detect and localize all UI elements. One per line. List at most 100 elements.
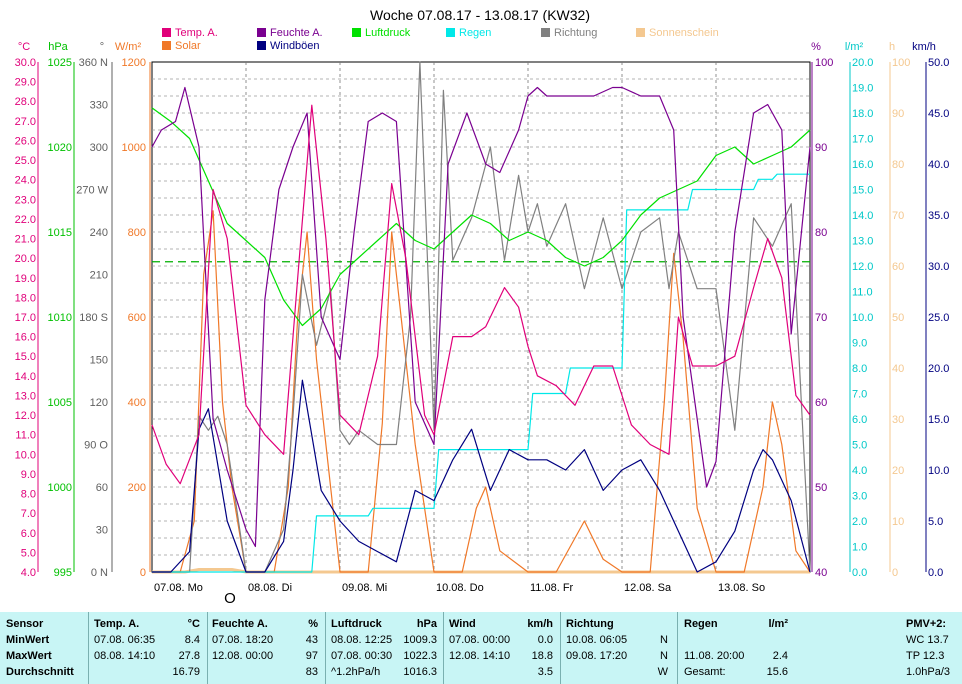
humidity-max-time: 12.08. 00:00 bbox=[212, 650, 274, 662]
humidity-unit-label: % bbox=[811, 41, 821, 53]
temp-tick-label: 26.0 bbox=[15, 135, 36, 147]
temp-tick-label: 18.0 bbox=[15, 292, 36, 304]
series-wind-line bbox=[152, 379, 811, 573]
pressure-tick-label: 1015 bbox=[48, 227, 72, 239]
wind-min-time: 07.08. 00:00 bbox=[449, 634, 511, 646]
temp-tick-label: 6.0 bbox=[21, 528, 36, 540]
humidity-tick-label: 80 bbox=[815, 227, 827, 239]
sunshine-tick-label: 70 bbox=[892, 210, 904, 222]
humidity-tick-label: 50 bbox=[815, 482, 827, 494]
separator bbox=[677, 612, 678, 684]
wind-tick-label: 25.0 bbox=[928, 312, 949, 324]
legend-label: Solar bbox=[175, 40, 201, 52]
direction-tick-label: 360 N bbox=[79, 57, 108, 69]
humidity-tick-label: 90 bbox=[815, 142, 827, 154]
temp-avg-value: 16.79 bbox=[172, 666, 200, 678]
solar-tick-label: 1200 bbox=[122, 57, 146, 69]
temp-title: Temp. A. bbox=[94, 618, 140, 630]
temp-tick-label: 22.0 bbox=[15, 214, 36, 226]
temp-tick-label: 29.0 bbox=[15, 77, 36, 89]
legend-swatch bbox=[257, 41, 266, 50]
legend-label: Feuchte A. bbox=[270, 27, 323, 39]
direction-tick-label: 240 bbox=[90, 227, 108, 239]
rain-tick-label: 16.0 bbox=[852, 159, 873, 171]
direction-tick-label: 210 bbox=[90, 270, 108, 282]
solar-tick-label: 200 bbox=[128, 482, 146, 494]
temp-unit-label: °C bbox=[18, 41, 30, 53]
wind-title: Wind bbox=[449, 618, 476, 630]
temp-tick-label: 21.0 bbox=[15, 234, 36, 246]
day-label: 10.08. Do bbox=[436, 582, 484, 594]
axes: 30.0 29.0 28.0 27.0 26.0 25.0 24.0 23.0 22.0 21.0… bbox=[15, 41, 950, 579]
temp-tick-label: 13.0 bbox=[15, 390, 36, 402]
day-label: 12.08. Sa bbox=[624, 582, 672, 594]
legend-label: Sonnenschein bbox=[649, 27, 719, 39]
sunshine-tick-label: 10 bbox=[892, 516, 904, 528]
rain-tick-label: 5.0 bbox=[852, 440, 867, 452]
humidity-min-value: 43 bbox=[305, 634, 318, 646]
temp-tick-label: 23.0 bbox=[15, 194, 36, 206]
sunshine-tick-label: 30 bbox=[892, 414, 904, 426]
direction-unit-label: ° bbox=[100, 41, 104, 53]
stats-pressure-column: Luftdruck hPa 08.08. 12:25 1009.3 07.08. 0… bbox=[331, 616, 439, 680]
stats-humidity-column: Feuchte A.% 07.08. 18:20 43 12.08. 00:00 9… bbox=[212, 616, 320, 680]
pressure-max-value: 1022.3 bbox=[403, 650, 437, 662]
wind-tick-label: 20.0 bbox=[928, 363, 949, 375]
rain-tick-label: 1.0 bbox=[852, 542, 867, 554]
temp-max-time: 08.08. 14:10 bbox=[94, 650, 156, 662]
stats-pmv-column: PMV+2: WC 13.7 TP 12.3 1.0hPa/3 bbox=[906, 616, 962, 680]
max-label: MaxWert bbox=[6, 650, 52, 662]
direction-max-value: N bbox=[660, 650, 668, 662]
rain-tick-label: 14.0 bbox=[852, 210, 873, 222]
rain-tick-label: 17.0 bbox=[852, 134, 873, 146]
temp-min-value: 8.4 bbox=[184, 634, 200, 646]
pmv-row3: 1.0hPa/3 bbox=[906, 666, 951, 678]
temp-tick-label: 20.0 bbox=[15, 253, 36, 265]
pressure-tick-label: 1000 bbox=[48, 482, 72, 494]
humidity-max-value: 97 bbox=[305, 650, 318, 662]
day-label: 09.08. Mi bbox=[342, 582, 387, 594]
humidity-tick-label: 100 bbox=[815, 57, 833, 69]
plot-area bbox=[151, 61, 811, 574]
temp-tick-label: 24.0 bbox=[15, 175, 36, 187]
rain-tick-label: 11.0 bbox=[852, 287, 873, 299]
temp-tick-label: 4.0 bbox=[21, 567, 36, 579]
sunshine-tick-label: 0 bbox=[892, 567, 898, 579]
wind-max-time: 12.08. 14:10 bbox=[449, 650, 511, 662]
x-axis-day-labels: 07.08. Mo 08.08. Di 09.08. Mi 10.08. Do 11.0… bbox=[154, 582, 765, 594]
humidity-title: Feuchte A. bbox=[212, 618, 268, 630]
wind-unit: km/h bbox=[527, 618, 553, 630]
pmv-row1: WC 13.7 bbox=[906, 634, 949, 646]
series-humidity-line bbox=[151, 86, 811, 548]
wind-max-value: 18.8 bbox=[531, 650, 553, 662]
humidity-avg-value: 83 bbox=[305, 666, 318, 678]
temp-tick-label: 28.0 bbox=[15, 96, 36, 108]
rain-tick-label: 9.0 bbox=[852, 338, 867, 350]
direction-max-time: 09.08. 17:20 bbox=[566, 650, 628, 662]
legend-label: Windböen bbox=[270, 40, 320, 52]
pressure-min-value: 1009.3 bbox=[403, 634, 437, 646]
rain-max-value: 2.4 bbox=[772, 650, 788, 662]
direction-min-value: N bbox=[660, 634, 668, 646]
stats-wind-column: Wind km/h 07.08. 00:00 0.0 12.08. 14:10 18.… bbox=[449, 616, 555, 680]
day-label: 11.08. Fr bbox=[530, 582, 574, 594]
legend-swatch bbox=[352, 28, 361, 37]
pressure-tick-label: 995 bbox=[54, 567, 72, 579]
legend-swatch bbox=[446, 28, 455, 37]
rain-tick-label: 13.0 bbox=[852, 236, 873, 248]
pressure-tick-label: 1025 bbox=[48, 57, 72, 69]
temp-max-value: 27.8 bbox=[178, 650, 200, 662]
legend-label: Temp. A. bbox=[175, 27, 218, 39]
wind-tick-label: 30.0 bbox=[928, 261, 949, 273]
pressure-unit-label: hPa bbox=[48, 41, 68, 53]
sensor-header: Sensor bbox=[6, 618, 44, 630]
sunshine-tick-label: 60 bbox=[892, 261, 904, 273]
rain-tick-label: 20.0 bbox=[852, 57, 873, 69]
pressure-avg-value: 1016.3 bbox=[403, 666, 437, 678]
temp-tick-label: 15.0 bbox=[15, 351, 36, 363]
sunshine-unit-label: h bbox=[889, 41, 895, 53]
temp-tick-label: 17.0 bbox=[15, 312, 36, 324]
wind-tick-label: 15.0 bbox=[928, 414, 949, 426]
direction-tick-label: 270 W bbox=[76, 185, 108, 197]
temp-tick-label: 12.0 bbox=[15, 410, 36, 422]
